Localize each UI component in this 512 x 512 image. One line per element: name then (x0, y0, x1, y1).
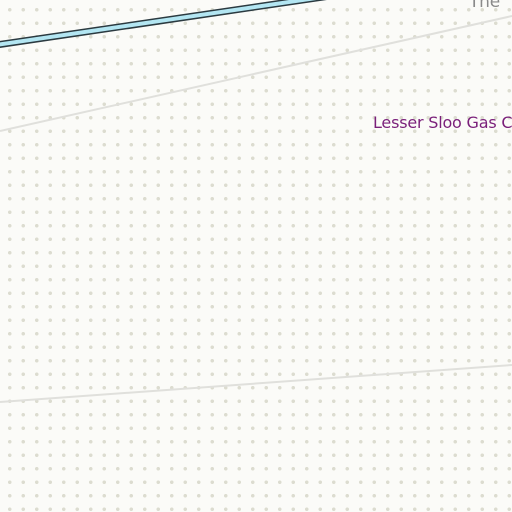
gas-field-label[interactable]: Lesser Sloo Gas C (373, 113, 512, 132)
boundary-line-lower (0, 364, 512, 403)
road-fill (0, 0, 317, 47)
boundary-line-upper (0, 15, 512, 132)
place-label-top-right[interactable]: The (469, 0, 501, 12)
